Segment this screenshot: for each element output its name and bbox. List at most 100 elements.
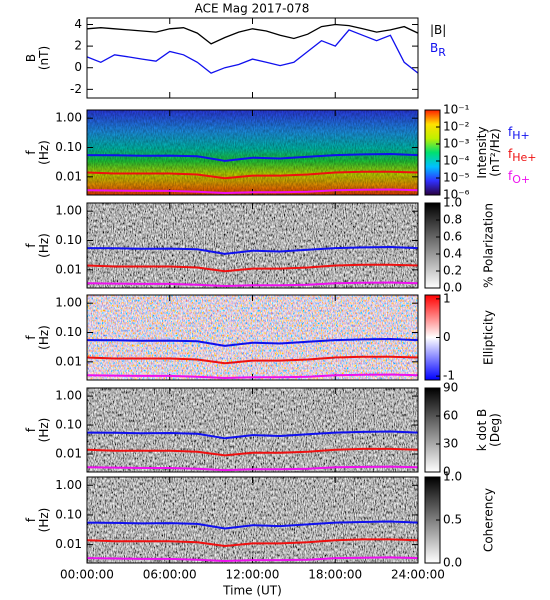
y-axis-label: f [24, 335, 38, 340]
x-tick-label: 18:00:00 [308, 568, 362, 582]
y-tick-label: 1.00 [55, 478, 82, 492]
y-axis-label: (Hz) [37, 325, 51, 350]
colorbar-label: % Polarization [482, 203, 496, 288]
colorbar-tick-label: 1.0 [443, 196, 462, 210]
legend-subscript: H+ [512, 129, 530, 142]
series-line [86, 520, 419, 530]
colorbar-tick-label: 30 [443, 437, 458, 451]
plot-frame [86, 387, 419, 473]
y-tick-label: 0.01 [55, 354, 82, 368]
legend-subscript: O+ [512, 173, 530, 186]
y-tick-label: 2 [74, 39, 82, 53]
legend-subscript: R [438, 46, 446, 59]
y-axis-label: (nT) [37, 46, 51, 70]
y-tick-label: -2 [70, 82, 82, 96]
y-tick-label: 0.10 [55, 325, 82, 339]
plot-frame [86, 476, 419, 564]
legend-name: B [430, 41, 438, 55]
legend-label: BR [430, 41, 446, 60]
y-axis-label: (Hz) [37, 508, 51, 533]
series-line [86, 355, 419, 365]
y-axis-label: f [24, 517, 38, 522]
y-axis-label: (Hz) [37, 233, 51, 258]
y-tick-label: 0.01 [55, 262, 82, 276]
colorbar-label: Intensity [475, 126, 489, 178]
colorbar-tick-label: 90 [443, 381, 458, 395]
y-tick-label: 0.01 [55, 537, 82, 551]
series-line [86, 263, 419, 273]
y-axis-label: f [24, 427, 38, 432]
series-line [86, 465, 419, 472]
colorbar-label: Ellipticity [482, 310, 496, 365]
y-axis-label: f [24, 243, 38, 248]
series-line [86, 188, 419, 195]
colorbar-label: k dot B [475, 409, 489, 451]
colorbar-tick-label: 0.2 [443, 264, 462, 278]
series-line [86, 538, 419, 548]
legend-label: fH+ [508, 125, 530, 143]
y-axis-label: f [24, 150, 38, 155]
y-tick-label: 0.10 [55, 233, 82, 247]
spectrogram-background [87, 203, 418, 288]
x-axis-label: Time (UT) [222, 584, 282, 598]
plot-frame [86, 17, 419, 99]
legend-label: |B| [430, 23, 446, 37]
plot-frame [86, 109, 419, 196]
colorbar-tick-label: 0.6 [443, 230, 462, 244]
colorbar-tick-label: 1 [443, 291, 451, 305]
colorbar-label: (nT²/Hz) [488, 128, 502, 176]
x-tick-label: 12:00:00 [226, 568, 280, 582]
legend-name: f [508, 125, 513, 139]
colorbar-tick-label: 10⁻¹ [443, 103, 470, 117]
y-tick-label: 0.10 [55, 140, 82, 154]
y-tick-label: 0 [74, 60, 82, 74]
legend-name: f [508, 169, 513, 183]
colorbar-tick-label: 0.5 [443, 513, 462, 527]
y-axis-label: (Hz) [37, 140, 51, 165]
series-line [86, 152, 419, 162]
colorbar [424, 202, 441, 289]
spectrogram-background [87, 477, 418, 563]
series-line [86, 430, 419, 440]
colorbar-tick-label: 0.4 [443, 247, 462, 261]
legend-label: fHe+ [508, 147, 537, 165]
y-tick-label: 1.00 [55, 296, 82, 310]
colorbar-tick-label: 10⁻² [443, 120, 470, 134]
x-tick-label: 24:00:00 [391, 568, 445, 582]
legend-subscript: He+ [512, 151, 536, 164]
y-axis-label: B [24, 54, 38, 62]
y-axis-label: (Hz) [37, 418, 51, 443]
y-tick-label: 1.00 [55, 389, 82, 403]
colorbar-tick-label: -1 [443, 369, 455, 383]
colorbar-tick-label: 10⁻⁴ [443, 154, 470, 168]
plot-frame [86, 294, 419, 381]
series-line [86, 447, 419, 457]
series-line [86, 245, 419, 255]
colorbar-tick-label: 10⁻³ [443, 137, 470, 151]
y-tick-label: 4 [74, 17, 82, 31]
legend-name: |B| [430, 23, 446, 37]
y-tick-label: 0.01 [55, 169, 82, 183]
colorbar-label: (Deg) [488, 413, 502, 447]
series-line [86, 29, 419, 74]
colorbar-tick-label: 0.8 [443, 213, 462, 227]
spectrogram-texture [87, 110, 418, 195]
colorbar-tick-label: 10⁻⁵ [443, 171, 470, 185]
legend-name: f [508, 147, 513, 161]
y-tick-label: 1.00 [55, 111, 82, 125]
spectrogram-background [87, 388, 418, 472]
colorbar-tick-label: 1.0 [443, 470, 462, 484]
colorbar [424, 387, 441, 473]
series-line [86, 337, 419, 347]
colorbar-tick-label: 0 [443, 330, 451, 344]
series-line [86, 281, 419, 288]
colorbar-tick-label: 0.0 [443, 556, 462, 570]
y-tick-label: 1.00 [55, 204, 82, 218]
y-tick-label: 0.10 [55, 418, 82, 432]
series-line [86, 23, 419, 45]
y-tick-label: 0.10 [55, 507, 82, 521]
colorbar-tick-label: 60 [443, 409, 458, 423]
chart-title: ACE Mag 2017-078 [195, 2, 310, 16]
x-tick-label: 00:00:00 [60, 568, 114, 582]
